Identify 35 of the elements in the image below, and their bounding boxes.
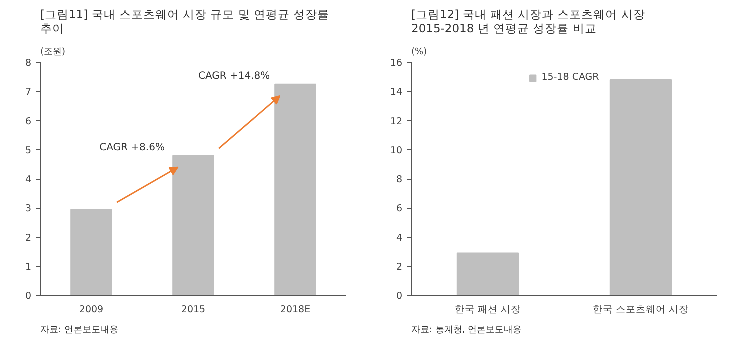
bar (70, 209, 112, 296)
chart-title: [그림12] 국내 패션 시장과 스포츠웨어 시장 2015-2018 년 연평균 성장률 비교 (412, 8, 646, 36)
y-tick-label: 7 (25, 87, 32, 98)
y-tick-label: 1 (25, 262, 32, 273)
x-tick-label: 한국 패션 시장 (454, 304, 522, 316)
y-tick-label: 2 (25, 232, 32, 244)
y-tick-label: 16 (390, 58, 403, 69)
y-tick-label: 0 (25, 291, 32, 302)
annotation: CAGR +14.8% (198, 71, 270, 82)
text: 자료: 통계청, 언론보도내용 (412, 326, 522, 336)
y-tick-label: 8 (396, 174, 403, 186)
y-tick-label: 4 (396, 232, 403, 244)
x-tick-label: 2015 (181, 304, 206, 316)
bar (274, 84, 316, 296)
y-tick-label: 0 (396, 291, 403, 302)
chart-title: [그림11] 국내 스포츠웨어 시장 규모 및 연평균 성장률 추이 (40, 8, 330, 36)
y-tick-label: 6 (25, 116, 32, 128)
y-tick-label: 5 (25, 145, 32, 156)
x-tick-label: 2018E (280, 304, 311, 316)
y-tick-label: 6 (396, 204, 403, 215)
y-tick-label: 3 (25, 204, 32, 215)
legend-label: 15-18 CAGR (542, 72, 600, 83)
bar (172, 155, 214, 296)
y-tick-label: 4 (25, 174, 32, 186)
y-axis-title: (%) (412, 48, 428, 58)
y-tick-label: 2 (396, 262, 403, 273)
x-tick-label: 2009 (79, 304, 104, 316)
y-tick-label: 10 (390, 145, 403, 156)
y-tick-label: 8 (25, 58, 32, 69)
y-tick-label: 12 (390, 116, 403, 128)
annotation: CAGR +8.6% (100, 142, 165, 154)
x-tick-label: 한국 스포츠웨어 시장 (592, 304, 690, 316)
y-axis-title: (조원) (40, 48, 66, 58)
y-tick-label: 14 (390, 87, 403, 98)
text: 자료: 언론보도내용 (40, 326, 118, 336)
